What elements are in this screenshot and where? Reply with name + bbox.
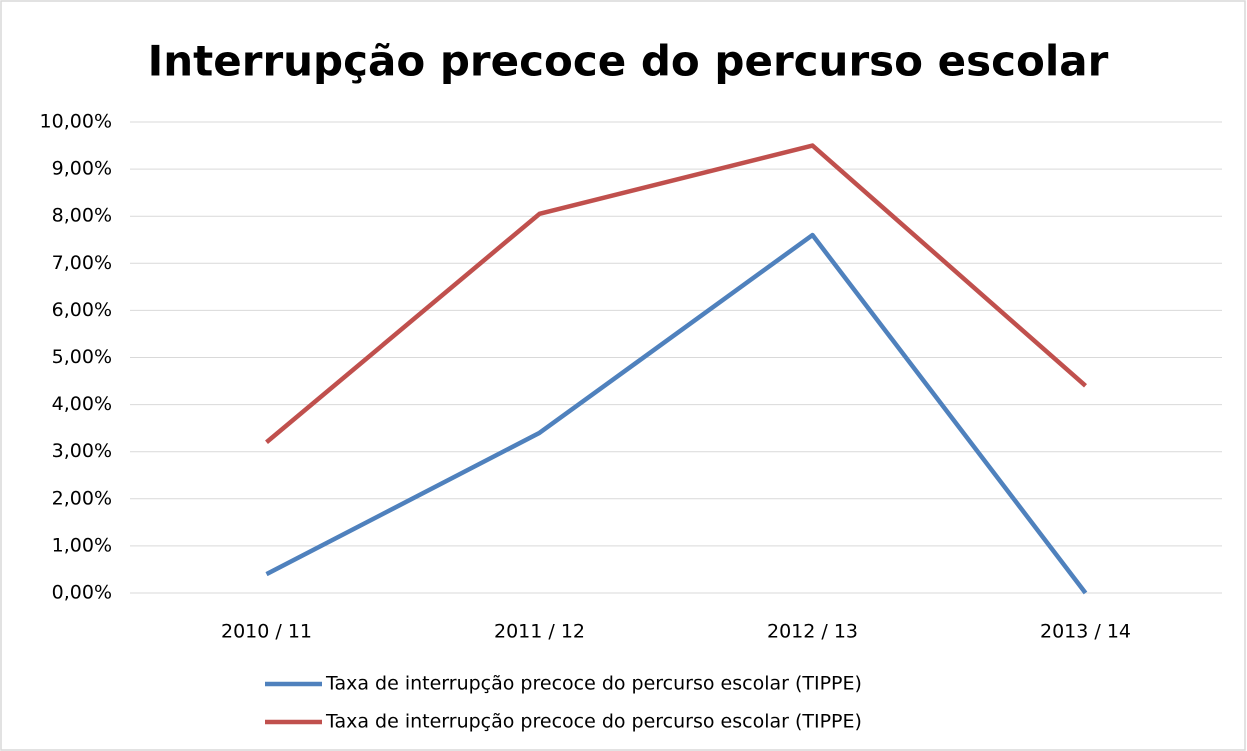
y-tick-label: 9,00% <box>52 158 112 180</box>
x-tick-label: 2013 / 14 <box>1040 621 1131 643</box>
x-tick-label: 2012 / 13 <box>767 621 858 643</box>
x-tick-label: 2010 / 11 <box>221 621 312 643</box>
y-tick-label: 3,00% <box>52 440 112 462</box>
y-tick-label: 1,00% <box>52 534 112 556</box>
y-tick-label: 10,00% <box>40 111 112 133</box>
y-tick-label: 2,00% <box>52 487 112 509</box>
legend-label: Taxa de interrupção precoce do percurso … <box>325 673 862 695</box>
y-tick-label: 0,00% <box>52 582 112 604</box>
y-tick-label: 4,00% <box>52 393 112 415</box>
series-line <box>265 232 1088 595</box>
y-tick-label: 8,00% <box>52 205 112 227</box>
x-tick-label: 2011 / 12 <box>494 621 585 643</box>
y-tick-label: 6,00% <box>52 299 112 321</box>
y-tick-label: 7,00% <box>52 252 112 274</box>
y-tick-label: 5,00% <box>52 346 112 368</box>
chart-title: Interrupção precoce do percurso escolar <box>148 37 1109 86</box>
series-line <box>265 143 1087 445</box>
legend-label: Taxa de interrupção precoce do percurso … <box>325 711 862 733</box>
